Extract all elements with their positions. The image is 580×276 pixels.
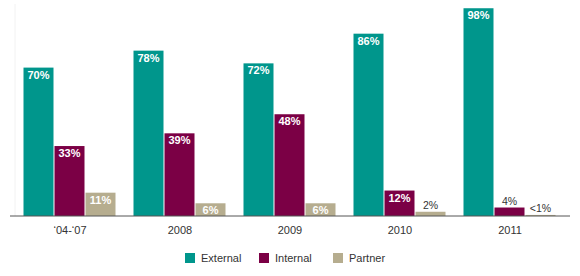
chart-container: 70% 33% 11% 78% 39% 6% 72% 48% 6% 86% 12% 2% 98% 4% <1… xyxy=(0,0,580,276)
legend-label: Internal xyxy=(275,252,312,264)
data-label: 39% xyxy=(168,134,190,146)
x-tick-label: 2011 xyxy=(498,224,522,236)
bar xyxy=(306,203,336,216)
x-tick-label: 2010 xyxy=(388,224,412,236)
bar xyxy=(86,193,116,216)
baseline xyxy=(10,216,570,217)
data-label: 48% xyxy=(278,115,300,127)
legend: External Internal Partner xyxy=(185,252,385,264)
data-label: 6% xyxy=(313,204,329,216)
data-label: 2% xyxy=(423,199,438,211)
bar xyxy=(464,8,494,216)
x-tick-label: 2009 xyxy=(278,224,302,236)
bar xyxy=(244,63,274,216)
legend-label: Partner xyxy=(349,252,385,264)
bar xyxy=(385,191,415,216)
data-labels: 70% 33% 11% 78% 39% 6% 72% 48% 6% 86% 12% 2% 98% 4% <1… xyxy=(27,9,551,216)
data-label: 70% xyxy=(27,69,49,81)
data-label: 98% xyxy=(467,9,489,21)
bar xyxy=(495,208,525,216)
legend-label: External xyxy=(201,252,241,264)
bars xyxy=(24,8,556,216)
data-label: 33% xyxy=(58,147,80,159)
data-label: 4% xyxy=(502,195,517,207)
data-label: 78% xyxy=(137,52,159,64)
bar xyxy=(165,133,195,216)
x-tick-label: ‘04-‘07 xyxy=(53,224,86,236)
bar xyxy=(416,212,446,216)
data-label: 12% xyxy=(388,192,410,204)
bar xyxy=(24,68,54,216)
bar xyxy=(55,146,85,216)
data-label: 11% xyxy=(90,194,112,206)
legend-swatch xyxy=(185,253,195,263)
data-label: <1% xyxy=(530,202,551,214)
bar xyxy=(134,51,164,216)
bar xyxy=(354,34,384,216)
bar xyxy=(275,114,305,216)
chart-svg: 70% 33% 11% 78% 39% 6% 72% 48% 6% 86% 12% 2% 98% 4% <1… xyxy=(0,0,580,276)
value-axis-line xyxy=(15,4,16,216)
data-label: 72% xyxy=(247,64,269,76)
data-label: 86% xyxy=(357,35,379,47)
legend-swatch xyxy=(333,253,343,263)
legend-swatch xyxy=(259,253,269,263)
bar xyxy=(196,203,226,216)
data-label: 6% xyxy=(203,204,219,216)
x-tick-label: 2008 xyxy=(168,224,192,236)
